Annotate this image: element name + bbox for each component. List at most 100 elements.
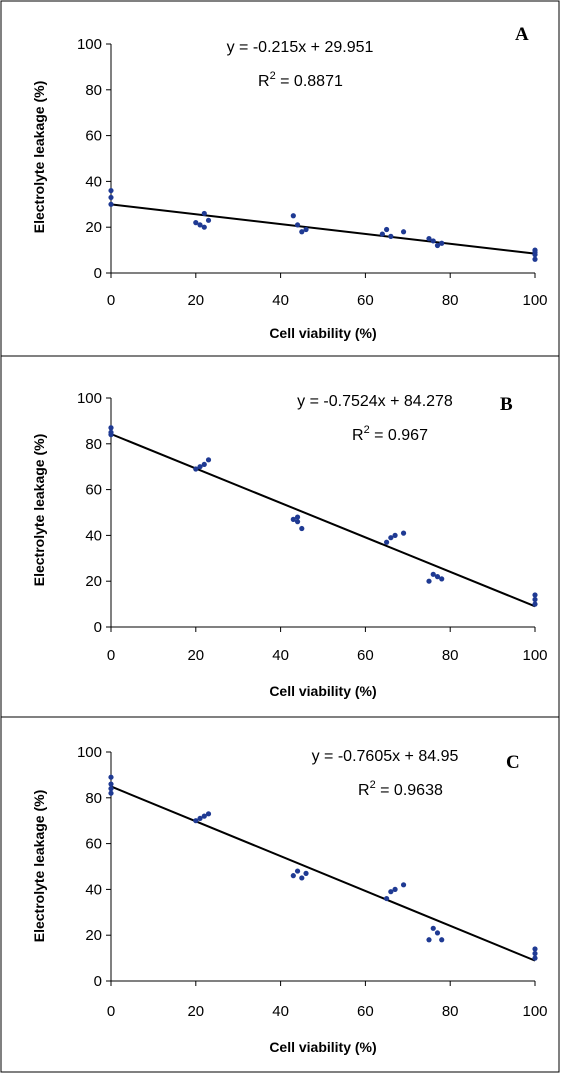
x-tick-label: 0 bbox=[107, 1003, 115, 1020]
x-tick-label: 80 bbox=[442, 1003, 459, 1020]
regression-equation: y = -0.7524x + 84.278 bbox=[297, 393, 453, 410]
x-tick-label: 40 bbox=[272, 292, 289, 309]
data-point bbox=[108, 194, 114, 201]
data-point bbox=[108, 187, 114, 194]
data-point bbox=[430, 571, 436, 577]
data-point bbox=[201, 210, 207, 217]
data-point bbox=[193, 818, 199, 824]
data-point bbox=[303, 226, 309, 233]
data-point bbox=[197, 222, 203, 228]
data-point bbox=[439, 576, 445, 582]
data-point bbox=[434, 574, 441, 580]
data-point bbox=[400, 530, 407, 536]
x-axis-label: Cell viability (%) bbox=[269, 1039, 376, 1055]
data-point bbox=[294, 868, 301, 874]
regression-equation: y = -0.215x + 29.951 bbox=[227, 39, 374, 56]
x-tick-label: 60 bbox=[357, 292, 374, 309]
y-tick-label: 100 bbox=[77, 744, 102, 761]
r-squared: R2 = 0.8871 bbox=[258, 70, 343, 90]
data-point bbox=[108, 432, 114, 438]
trendline bbox=[110, 433, 536, 608]
data-point bbox=[290, 873, 296, 879]
x-tick-label: 80 bbox=[442, 292, 459, 309]
x-tick-label: 0 bbox=[107, 292, 115, 309]
x-tick-label: 80 bbox=[442, 647, 459, 664]
chart-panel-a: 0 20 40 60 80 100 0 20 40 60 80 100 Cell viability (… bbox=[31, 24, 548, 341]
x-tick-label: 60 bbox=[357, 647, 374, 664]
y-tick-label: 0 bbox=[94, 619, 102, 636]
y-tick-label: 60 bbox=[85, 128, 102, 145]
y-tick-label: 60 bbox=[85, 836, 102, 853]
y-tick-label: 80 bbox=[85, 436, 102, 453]
data-point bbox=[201, 813, 207, 819]
x-tick-label: 0 bbox=[107, 647, 115, 664]
data-point bbox=[434, 930, 441, 936]
data-point bbox=[201, 224, 207, 230]
y-tick-label: 0 bbox=[94, 973, 102, 990]
data-point bbox=[426, 236, 432, 242]
data-point bbox=[294, 519, 301, 525]
data-point bbox=[294, 514, 301, 520]
data-point bbox=[299, 525, 305, 532]
data-point bbox=[197, 464, 203, 470]
y-axis-label: Electrolyte leakage (%) bbox=[31, 790, 47, 943]
r-squared: R2 = 0.967 bbox=[352, 424, 428, 444]
data-point bbox=[303, 870, 309, 876]
data-point bbox=[532, 592, 538, 598]
y-tick-label: 40 bbox=[85, 881, 102, 898]
y-tick-label: 40 bbox=[85, 173, 102, 190]
data-point bbox=[205, 217, 212, 223]
data-point bbox=[388, 535, 394, 541]
trendline bbox=[110, 203, 536, 255]
data-point bbox=[108, 790, 114, 796]
data-point bbox=[193, 466, 199, 472]
x-tick-label: 20 bbox=[187, 1003, 204, 1020]
data-point bbox=[197, 815, 203, 822]
data-point bbox=[384, 226, 390, 233]
y-tick-label: 20 bbox=[85, 927, 102, 944]
x-tick-label: 40 bbox=[272, 647, 289, 664]
x-tick-label: 20 bbox=[187, 647, 204, 664]
x-tick-label: 100 bbox=[522, 292, 547, 309]
data-point bbox=[205, 811, 212, 817]
data-point bbox=[379, 231, 385, 237]
data-point bbox=[426, 937, 432, 943]
data-point bbox=[290, 516, 296, 522]
data-point bbox=[430, 925, 436, 931]
data-point bbox=[108, 425, 114, 431]
data-point bbox=[400, 229, 407, 235]
y-tick-label: 80 bbox=[85, 82, 102, 99]
data-point bbox=[532, 950, 538, 957]
data-point bbox=[392, 886, 398, 893]
data-point bbox=[388, 233, 394, 239]
panel-label: A bbox=[515, 24, 529, 45]
data-point bbox=[299, 875, 305, 881]
data-point bbox=[384, 539, 390, 545]
y-tick-label: 20 bbox=[85, 573, 102, 590]
y-tick-label: 80 bbox=[85, 790, 102, 807]
x-tick-label: 100 bbox=[522, 647, 547, 664]
data-point bbox=[532, 256, 538, 262]
y-tick-label: 100 bbox=[77, 36, 102, 53]
x-tick-label: 20 bbox=[187, 292, 204, 309]
data-point bbox=[201, 461, 207, 468]
data-point bbox=[108, 774, 114, 780]
data-point bbox=[532, 249, 538, 255]
y-tick-label: 100 bbox=[77, 390, 102, 407]
data-point bbox=[193, 220, 199, 226]
x-tick-label: 100 bbox=[522, 1003, 547, 1020]
data-point bbox=[532, 596, 538, 603]
data-point bbox=[400, 882, 407, 888]
data-point bbox=[392, 532, 398, 539]
data-point bbox=[108, 786, 114, 792]
data-point bbox=[532, 955, 538, 961]
data-point bbox=[532, 946, 538, 952]
regression-equation: y = -0.7605x + 84.95 bbox=[312, 748, 459, 765]
panel-label: C bbox=[506, 752, 520, 773]
data-point bbox=[108, 781, 114, 787]
data-point bbox=[384, 895, 390, 902]
data-point bbox=[532, 601, 538, 607]
x-axis-label: Cell viability (%) bbox=[269, 683, 376, 699]
